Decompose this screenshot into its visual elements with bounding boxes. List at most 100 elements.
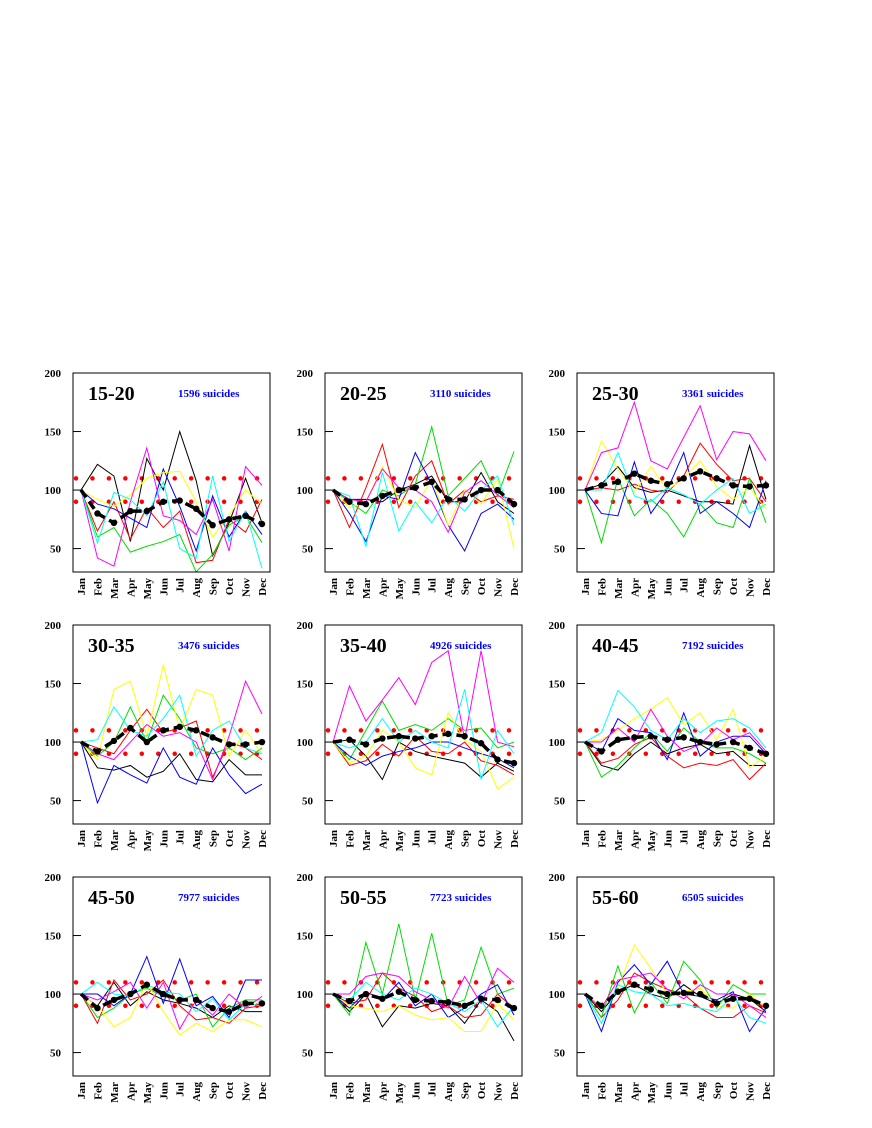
panel: 50 100 150 200 Jan Feb Mar Apr May Jun Jul Aug Sep Oc…: [297, 872, 523, 1103]
mean-marker: [242, 741, 249, 748]
mean-marker: [444, 999, 452, 1006]
mean-marker: [428, 997, 435, 1005]
y-tick-label: 50: [554, 1048, 566, 1060]
y-tick-label: 100: [45, 485, 62, 497]
plot-area: [325, 923, 522, 1042]
mean-marker: [412, 996, 419, 1004]
panel: 50 100 150 200 Jan Feb Mar Apr May Jun Jul Aug Sep Oc…: [297, 368, 523, 599]
mean-marker: [258, 520, 266, 528]
plot-area: [325, 424, 522, 552]
y-tick-label: 100: [549, 737, 566, 749]
month-label: Jan: [580, 830, 592, 847]
month-label: Oct: [476, 1082, 488, 1099]
month-label: Jan: [76, 830, 88, 847]
mean-marker: [110, 996, 118, 1004]
month-label: Dec: [257, 578, 269, 596]
panel: 50 100 150 200 Jan Feb Mar Apr May Jun Jul Aug Sep Oc…: [549, 872, 775, 1103]
month-label: Sep: [712, 578, 724, 595]
mean-marker: [647, 733, 655, 740]
mean-marker: [477, 740, 485, 747]
month-label: Jul: [427, 578, 439, 593]
month-label: Jun: [662, 1082, 674, 1100]
mean-marker: [160, 990, 167, 998]
mean-marker: [143, 507, 151, 515]
month-label: Jun: [158, 578, 170, 596]
month-label: Dec: [509, 830, 521, 848]
mean-marker: [209, 1004, 216, 1012]
mean-marker: [176, 723, 183, 731]
mean-marker: [680, 989, 687, 997]
month-label: Mar: [109, 578, 121, 599]
y-tick-label: 100: [549, 989, 566, 1001]
y-tick-label: 50: [554, 544, 566, 556]
mean-marker: [395, 988, 403, 995]
y-tick-label: 200: [297, 368, 314, 380]
month-label: May: [394, 1082, 406, 1104]
panel: 50 100 150 200 Jan Feb Mar Apr May Jun Jul Aug Sep Oc…: [297, 620, 523, 851]
month-label: Jan: [580, 578, 592, 595]
mean-marker: [192, 996, 200, 1004]
month-label: Oct: [728, 830, 740, 847]
panel-title: 35-40: [340, 635, 387, 657]
series-line: [80, 679, 263, 781]
month-label: Jan: [580, 1082, 592, 1099]
month-label: Jan: [328, 830, 340, 847]
y-tick-label: 50: [554, 796, 566, 808]
month-label: Jun: [410, 1082, 422, 1100]
month-label: Dec: [509, 1082, 521, 1100]
mean-marker: [209, 521, 216, 529]
panel-title: 50-55: [340, 887, 387, 909]
series-line: [332, 471, 515, 514]
y-tick-label: 100: [549, 485, 566, 497]
month-label: May: [142, 1082, 154, 1104]
month-label: Jul: [427, 830, 439, 845]
mean-marker: [510, 1004, 518, 1012]
month-label: Jun: [662, 578, 674, 596]
plot-area: [577, 689, 774, 781]
mean-marker: [412, 735, 419, 742]
series-line: [584, 972, 767, 1019]
mean-marker: [614, 736, 622, 743]
panel-subtitle: 7723 suicides: [430, 892, 492, 904]
month-label: Feb: [344, 830, 356, 848]
mean-marker: [461, 1002, 468, 1009]
mean-marker: [94, 510, 101, 517]
month-label: May: [142, 578, 154, 600]
mean-marker: [379, 995, 386, 1002]
month-label: Jul: [175, 1082, 187, 1097]
panel-title: 15-20: [88, 383, 135, 405]
month-label: Jan: [328, 1082, 340, 1099]
mean-marker: [664, 481, 671, 488]
month-label: Dec: [257, 830, 269, 848]
month-label: Dec: [509, 578, 521, 596]
panel-title: 55-60: [592, 887, 639, 909]
series-line: [332, 472, 515, 549]
y-tick-label: 200: [45, 620, 62, 632]
mean-marker: [746, 483, 753, 490]
month-label: Aug: [695, 578, 707, 598]
month-label: Feb: [344, 578, 356, 596]
panel-subtitle: 3361 suicides: [682, 388, 744, 400]
series-line: [332, 424, 515, 515]
mean-marker: [242, 1000, 249, 1007]
month-label: Jun: [158, 830, 170, 848]
series-line: [584, 736, 767, 781]
month-label: Jul: [427, 1082, 439, 1097]
plot-area: [73, 955, 270, 1036]
mean-marker: [647, 477, 655, 484]
month-label: Jun: [410, 578, 422, 596]
panel-title: 45-50: [88, 887, 135, 909]
month-label: Jan: [76, 1082, 88, 1099]
mean-marker: [762, 1002, 770, 1009]
month-label: Aug: [695, 1082, 707, 1102]
mean-marker: [713, 741, 720, 748]
mean-line: [584, 469, 767, 492]
month-label: Mar: [613, 1082, 625, 1103]
month-label: Mar: [361, 578, 373, 599]
month-label: Apr: [377, 578, 389, 597]
month-label: Nov: [241, 830, 253, 849]
month-label: Nov: [493, 578, 505, 597]
month-label: Aug: [695, 830, 707, 850]
panel-subtitle: 6505 suicides: [682, 892, 744, 904]
mean-marker: [762, 750, 770, 757]
